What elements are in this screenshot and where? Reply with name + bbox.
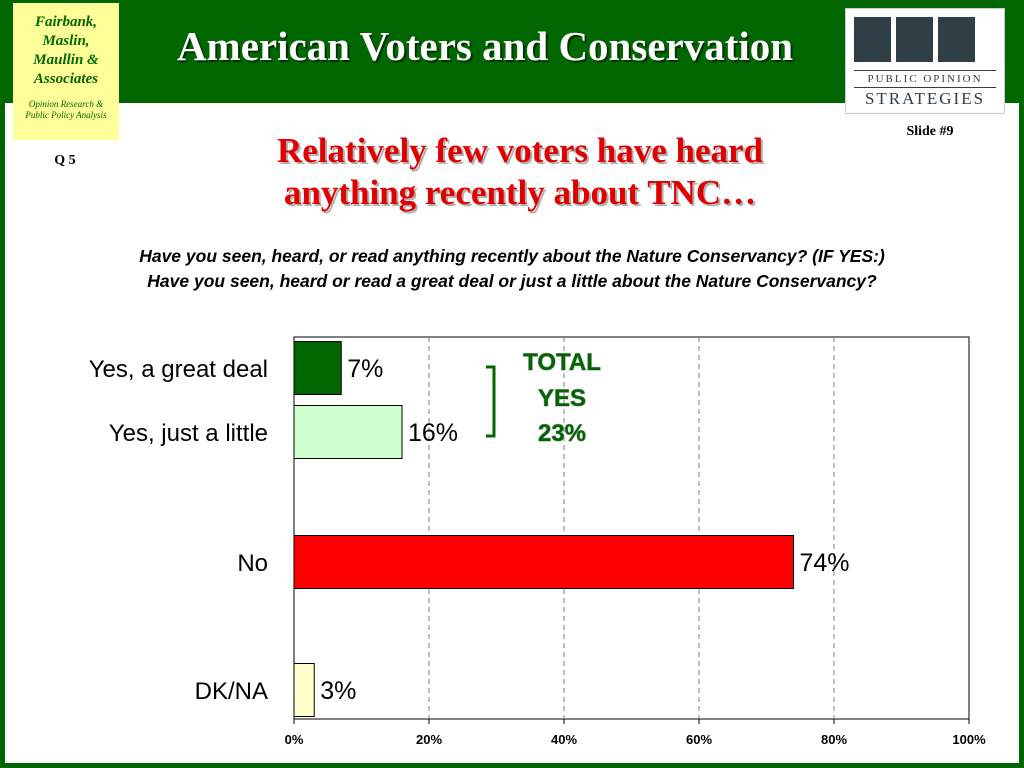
value-label: 16% bbox=[408, 419, 458, 447]
pos-logo-mark-icon bbox=[938, 17, 975, 62]
x-tick-label: 40% bbox=[551, 732, 577, 747]
x-tick-label: 100% bbox=[952, 732, 986, 747]
pos-logo: PUBLIC OPINION STRATEGIES bbox=[845, 8, 1005, 114]
x-tick-label: 80% bbox=[821, 732, 847, 747]
fmma-logo: Fairbank, Maslin, Maullin & Associates O… bbox=[13, 3, 119, 140]
survey-question: Have you seen, heard, or read anything r… bbox=[12, 244, 1012, 294]
fmma-name-line: Associates bbox=[33, 71, 99, 87]
value-label: 7% bbox=[347, 355, 383, 383]
category-label: DK/NA bbox=[195, 678, 268, 705]
fmma-tagline-line: Public Policy Analysis bbox=[25, 110, 107, 120]
bar bbox=[293, 405, 403, 459]
total-yes-label: 23% bbox=[538, 420, 586, 447]
plot-area bbox=[293, 336, 970, 720]
headline-line: anything recently about TNC… bbox=[283, 173, 757, 212]
fmma-tagline-line: Opinion Research & bbox=[28, 99, 104, 109]
fmma-name-line: Maullin & bbox=[33, 52, 99, 68]
headline-line: Relatively few voters have heard bbox=[277, 131, 763, 170]
category-label: Yes, a great deal bbox=[89, 356, 268, 383]
total-yes-label: YES bbox=[538, 385, 586, 412]
survey-question-line: Have you seen, heard, or read anything r… bbox=[139, 246, 885, 266]
fmma-name-line: Fairbank, bbox=[34, 14, 98, 30]
pos-logo-line2: STRATEGIES bbox=[864, 89, 986, 108]
fmma-name-line: Maslin, bbox=[42, 33, 90, 49]
pos-logo-mark-icon bbox=[854, 17, 891, 62]
pos-logo-mark-icon bbox=[896, 17, 933, 62]
bar bbox=[293, 663, 315, 717]
bracket bbox=[486, 365, 496, 438]
bar bbox=[293, 535, 794, 589]
pos-logo-marks bbox=[854, 17, 975, 62]
headline: Relatively few voters have heard anythin… bbox=[150, 130, 890, 214]
question-number: Q 5 bbox=[54, 153, 76, 168]
x-tick-label: 60% bbox=[686, 732, 712, 747]
value-label: 3% bbox=[320, 677, 356, 705]
fmma-name: Fairbank, Maslin, Maullin & Associates bbox=[13, 13, 119, 89]
x-tick-label: 20% bbox=[416, 732, 442, 747]
pos-logo-line1: PUBLIC OPINION bbox=[867, 73, 983, 85]
fmma-tagline: Opinion Research & Public Policy Analysi… bbox=[13, 99, 119, 121]
total-yes-label: TOTAL bbox=[523, 349, 601, 376]
x-tick-label: 0% bbox=[285, 732, 304, 747]
pos-logo-rule bbox=[854, 70, 996, 71]
category-label: No bbox=[237, 550, 268, 577]
category-label: Yes, just a little bbox=[109, 420, 268, 447]
pos-logo-rule bbox=[854, 87, 996, 88]
value-label: 74% bbox=[800, 549, 850, 577]
survey-question-line: Have you seen, heard or read a great dea… bbox=[147, 271, 877, 291]
bar bbox=[293, 341, 342, 395]
slide-number: Slide #9 bbox=[906, 124, 954, 139]
slide-title: American Voters and Conservation bbox=[176, 23, 794, 69]
